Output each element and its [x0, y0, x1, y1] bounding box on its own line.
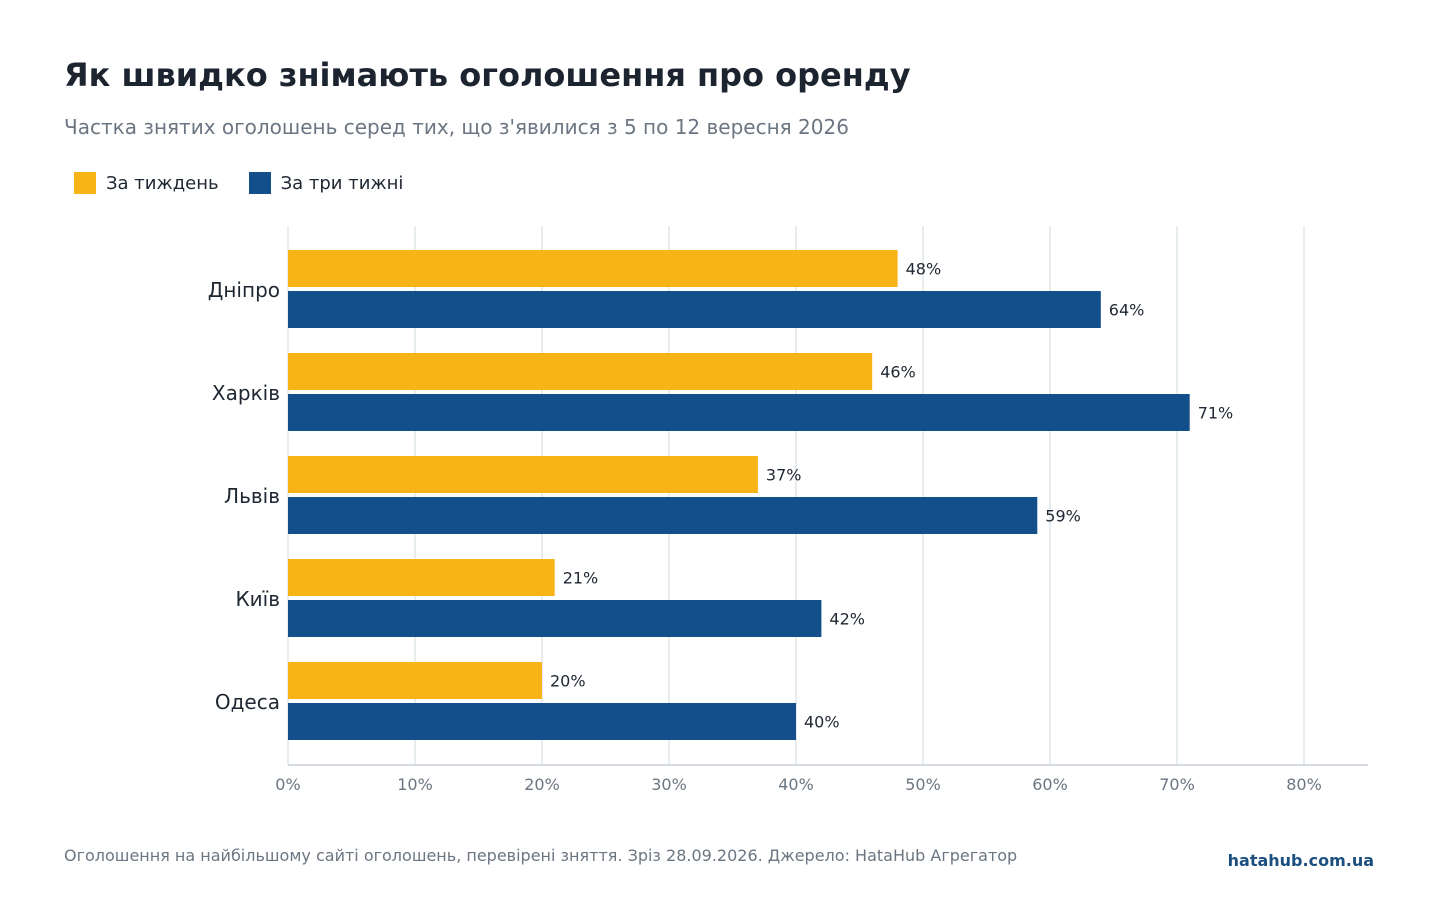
bar-0-2	[288, 456, 758, 493]
data-label-0-2: 37%	[766, 466, 802, 485]
chart-title: Як швидко знімають оголошення про оренду	[64, 56, 911, 94]
data-label-0-0: 48%	[906, 260, 942, 279]
bar-0-1	[288, 353, 873, 390]
bar-1-4	[288, 703, 796, 740]
bar-1-0	[288, 291, 1101, 328]
bar-0-4	[288, 662, 542, 699]
legend-item-three-weeks: За три тижні	[248, 172, 404, 194]
data-label-1-1: 71%	[1198, 404, 1234, 423]
bar-1-2	[288, 497, 1038, 534]
legend-swatch-three-weeks	[248, 172, 271, 194]
legend-swatch-week	[74, 172, 96, 194]
category-label-3: Київ	[235, 587, 280, 611]
bar-1-3	[288, 600, 822, 637]
data-label-1-0: 64%	[1109, 301, 1145, 320]
x-tick-label-20: 20%	[524, 775, 560, 794]
x-tick-label-10: 10%	[397, 775, 433, 794]
legend-label-week: За тиждень	[106, 172, 219, 194]
data-label-1-2: 59%	[1045, 507, 1081, 526]
data-label-1-3: 42%	[829, 610, 865, 629]
x-tick-label-40: 40%	[778, 775, 814, 794]
chart-subtitle: Частка знятих оголошень серед тих, що з'…	[64, 115, 849, 139]
data-label-0-1: 46%	[880, 363, 916, 382]
bar-1-1	[288, 394, 1190, 431]
footer-note: Оголошення на найбільшому сайті оголошен…	[64, 846, 1018, 865]
x-tick-label-60: 60%	[1032, 775, 1068, 794]
x-tick-label-70: 70%	[1159, 775, 1195, 794]
data-label-0-4: 20%	[550, 672, 586, 691]
x-tick-label-0: 0%	[275, 775, 300, 794]
category-label-1: Харків	[212, 381, 280, 405]
x-tick-label-80: 80%	[1286, 775, 1322, 794]
bar-0-3	[288, 559, 555, 596]
category-label-4: Одеса	[215, 690, 280, 714]
category-label-2: Львів	[224, 484, 280, 508]
x-tick-label-50: 50%	[905, 775, 941, 794]
legend: За тиждень За три тижні	[74, 172, 433, 194]
x-tick-label-30: 30%	[651, 775, 687, 794]
legend-item-week: За тиждень	[74, 172, 219, 194]
footer-brand: hatahub.com.ua	[1227, 851, 1374, 870]
bar-0-0	[288, 250, 898, 287]
data-label-1-4: 40%	[804, 713, 840, 732]
category-label-0: Дніпро	[208, 278, 280, 302]
data-label-0-3: 21%	[563, 569, 599, 588]
legend-label-three-weeks: За три тижні	[280, 172, 404, 194]
